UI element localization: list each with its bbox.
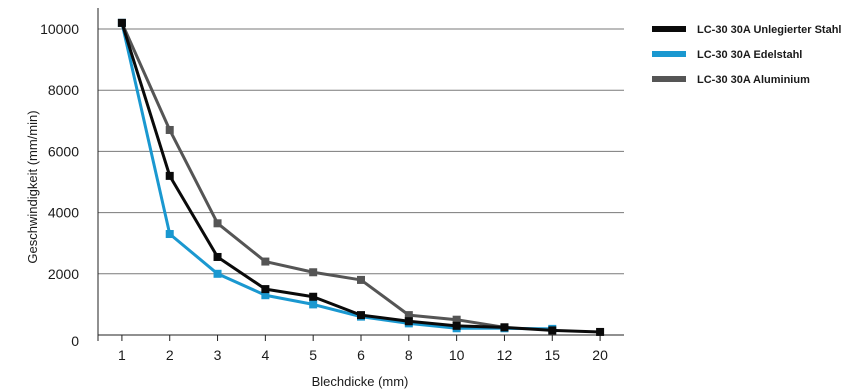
data-point: [213, 219, 222, 228]
data-point: [165, 125, 174, 134]
x-axis-ticks: 1 2 3 4 5 6 8 10 12 15 20: [118, 335, 608, 363]
y-tick-label: 4000: [48, 205, 79, 221]
legend-item: LC-30 30A Unlegierter Stahl: [652, 24, 841, 36]
legend-item: LC-30 30A Aluminium: [652, 74, 810, 86]
legend-swatch: [652, 51, 686, 57]
series-lines: [117, 18, 605, 336]
series-0: [117, 18, 605, 336]
data-point: [165, 230, 174, 239]
data-point: [309, 292, 318, 301]
data-point: [213, 269, 222, 278]
y-tick-label: 6000: [48, 143, 79, 159]
data-point: [261, 291, 270, 300]
x-tick-label: 10: [449, 347, 465, 363]
x-tick-label: 5: [309, 347, 317, 363]
y-tick-label: 10000: [40, 21, 79, 37]
data-point: [213, 252, 222, 261]
data-point: [309, 300, 318, 309]
series-line: [120, 22, 505, 329]
data-point: [452, 315, 461, 324]
data-point: [309, 268, 318, 277]
x-tick-label: 6: [357, 347, 365, 363]
legend-swatch: [652, 26, 686, 32]
y-tick-label: 8000: [48, 82, 79, 98]
series-1: [117, 18, 557, 333]
data-point: [357, 275, 365, 284]
data-point: [117, 18, 126, 27]
x-tick-label: 20: [592, 347, 608, 363]
x-tick-label: 4: [261, 347, 269, 363]
data-point: [404, 311, 413, 320]
x-tick-label: 15: [544, 347, 560, 363]
y-axis-label: Geschwindigkeit (mm/min): [25, 110, 40, 263]
legend-label: LC-30 30A Edelstahl: [697, 49, 802, 61]
series-2: [117, 18, 509, 332]
data-point: [404, 317, 413, 326]
x-tick-label: 2: [166, 347, 174, 363]
data-point: [548, 326, 557, 335]
x-tick-label: 1: [118, 347, 126, 363]
y-axis-ticks: 0 2000 4000 6000 8000 10000: [40, 21, 79, 349]
legend-label: LC-30 30A Unlegierter Stahl: [697, 24, 841, 36]
y-tick-label: 0: [71, 333, 79, 349]
x-axis-label: Blechdicke (mm): [312, 374, 409, 389]
data-point: [500, 323, 509, 332]
legend-swatch: [652, 76, 686, 82]
data-point: [165, 171, 174, 180]
x-tick-label: 3: [214, 347, 222, 363]
data-point: [261, 257, 270, 266]
data-point: [596, 327, 605, 336]
x-tick-label: 12: [497, 347, 513, 363]
gridlines: [98, 28, 624, 275]
x-tick-label: 8: [405, 347, 413, 363]
legend-label: LC-30 30A Aluminium: [697, 74, 810, 86]
y-tick-label: 2000: [48, 266, 79, 282]
data-point: [357, 311, 365, 320]
legend: LC-30 30A Unlegierter Stahl LC-30 30A Ede…: [652, 24, 841, 86]
data-point: [452, 321, 461, 330]
series-line: [120, 22, 553, 331]
data-point: [261, 285, 270, 294]
legend-item: LC-30 30A Edelstahl: [652, 49, 802, 61]
